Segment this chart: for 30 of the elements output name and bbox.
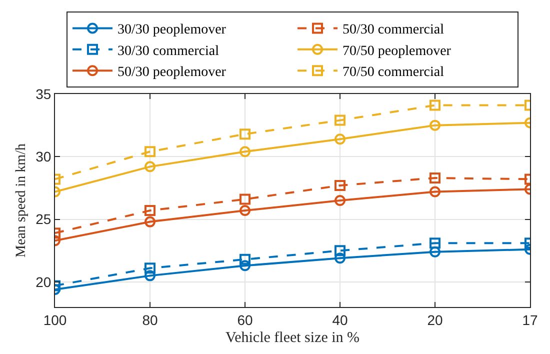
point	[334, 252, 346, 264]
x-tick-label: 40	[332, 312, 348, 328]
legend-label: 50/30 peoplemover	[118, 65, 226, 80]
x-tick-label: 100	[43, 312, 67, 328]
point	[334, 180, 346, 191]
x-tick-label: 60	[237, 312, 253, 328]
x-axis-title: Vehicle fleet size in %	[225, 330, 360, 346]
point	[334, 134, 346, 145]
legend-label: 30/30 commercial	[118, 44, 220, 59]
point	[334, 114, 346, 126]
point	[334, 195, 346, 206]
point	[240, 194, 250, 205]
point	[240, 205, 250, 216]
x-tick-label: 20	[427, 312, 443, 328]
point	[240, 128, 250, 140]
point	[240, 260, 250, 272]
legend-label: 70/50 peoplemover	[342, 44, 452, 59]
x-tick-label: 17	[522, 312, 538, 328]
legend-label: 30/30 peoplemover	[118, 22, 226, 38]
legend-label: 50/30 commercial	[342, 22, 444, 38]
point	[240, 254, 250, 265]
y-tick-label: 30	[36, 148, 52, 165]
y-tick-label: 20	[36, 274, 52, 290]
y-tick-label: 25	[36, 211, 52, 228]
point	[334, 245, 346, 256]
y-tick-label: 35	[36, 86, 52, 102]
legend-label: 70/50 commercial	[342, 65, 444, 80]
y-axis-title: Mean speed in km/h	[14, 144, 30, 258]
point	[240, 146, 250, 158]
x-tick-label: 80	[142, 312, 158, 328]
